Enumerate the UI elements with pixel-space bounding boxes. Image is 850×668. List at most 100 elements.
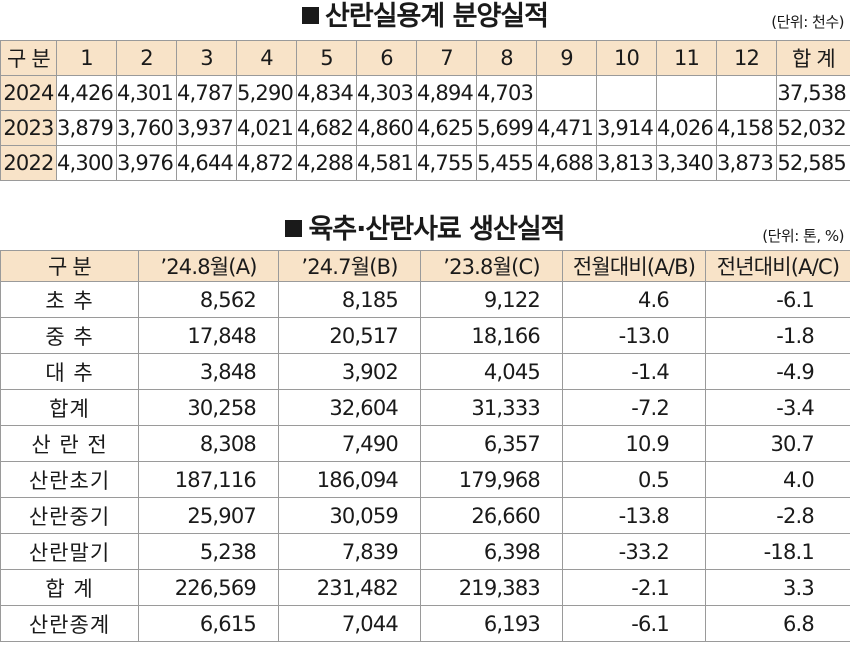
table2-cell: 25,907: [138, 497, 279, 534]
table1-cell: 4,860: [356, 110, 417, 146]
table1-cell: 4,288: [296, 145, 357, 181]
table1-cell: 5,290: [236, 75, 297, 111]
table-row: 합계 30,258 32,604 31,333 -7.2 -3.4: [0, 389, 850, 426]
table2-cell: 226,569: [138, 569, 279, 606]
table2-cell: 8,185: [278, 281, 421, 318]
table1-cell: [536, 75, 597, 111]
table2-cell: 10.9: [562, 425, 706, 462]
table2-cell: 7,044: [278, 605, 421, 642]
table2-cell: 3,848: [138, 353, 279, 390]
table2-cell: 20,517: [278, 317, 421, 354]
distribution-table: 구 분 1 2 3 4 5 6 7 8 9 10 11 12 합 계 2024 4,426 4,301 4,787…: [0, 40, 850, 181]
table2-cell: -6.1: [562, 605, 706, 642]
table1-cell: 3,879: [56, 110, 117, 146]
table2-cell: 187,116: [138, 461, 279, 498]
table-row: 중 추 17,848 20,517 18,166 -13.0 -1.8: [0, 317, 850, 354]
table1-cell: 3,914: [596, 110, 657, 146]
table1-header-cell: 4: [236, 40, 297, 76]
table2-cell: -13.0: [562, 317, 706, 354]
table1-header-cell: 2: [116, 40, 177, 76]
table2-cell: 3.3: [705, 569, 850, 606]
table1-cell: 4,300: [56, 145, 117, 181]
table2-cell: -6.1: [705, 281, 850, 318]
table2-cell: 9,122: [420, 281, 563, 318]
table-row: 2022 4,300 3,976 4,644 4,872 4,288 4,581 4,755 5…: [0, 145, 850, 181]
table-row: 산 란 전 8,308 7,490 6,357 10.9 30.7: [0, 425, 850, 462]
table2-cell: -1.8: [705, 317, 850, 354]
table1-header-cell: 3: [176, 40, 237, 76]
table2-cell: 26,660: [420, 497, 563, 534]
table1-cell: 4,158: [716, 110, 777, 146]
table1-header-cell: 9: [536, 40, 597, 76]
table1-cell: 4,301: [116, 75, 177, 111]
table2-cell: 8,562: [138, 281, 279, 318]
table2-title-text: 육추·산란사료 생산실적: [308, 214, 565, 245]
table2-cell: 6,615: [138, 605, 279, 642]
table2-cell: 7,839: [278, 533, 421, 570]
table2-cell: 30,059: [278, 497, 421, 534]
table1-cell: [656, 75, 717, 111]
table2-cell: 31,333: [420, 389, 563, 426]
table1-header-cell: 12: [716, 40, 777, 76]
table2-row-label: 산 란 전: [0, 425, 139, 462]
table2-header-cell: ’23.8월(C): [420, 250, 563, 282]
table1-header-cell: 7: [416, 40, 477, 76]
table2-header-cell: 전월대비(A/B): [562, 250, 706, 282]
table2-cell: 6,193: [420, 605, 563, 642]
table2-cell: -2.8: [705, 497, 850, 534]
table2-cell: -3.4: [705, 389, 850, 426]
table1-cell: 3,813: [596, 145, 657, 181]
table2-cell: 186,094: [278, 461, 421, 498]
table2-cell: -18.1: [705, 533, 850, 570]
table1-cell: 4,581: [356, 145, 417, 181]
table1-cell: 4,021: [236, 110, 297, 146]
table2-header-cell: ’24.7월(B): [278, 250, 421, 282]
table2-header-cell: 구 분: [0, 250, 139, 282]
table1-cell: 52,585: [776, 145, 850, 181]
table1-cell: 4,894: [416, 75, 477, 111]
table2-row-label: 산란초기: [0, 461, 139, 498]
table2-cell: 179,968: [420, 461, 563, 498]
table2-cell: 32,604: [278, 389, 421, 426]
table1-cell: 5,455: [476, 145, 537, 181]
table-row: 산란말기 5,238 7,839 6,398 -33.2 -18.1: [0, 533, 850, 570]
table-row: 2024 4,426 4,301 4,787 5,290 4,834 4,303 4,894 4…: [0, 75, 850, 111]
table1-cell: 3,760: [116, 110, 177, 146]
table2-cell: 4.6: [562, 281, 706, 318]
table1-header-cell: 구 분: [0, 40, 57, 76]
table1-cell: 52,032: [776, 110, 850, 146]
table1-row-label: 2023: [0, 110, 57, 146]
table2-cell: -7.2: [562, 389, 706, 426]
table2-cell: 231,482: [278, 569, 421, 606]
table1-cell: 4,787: [176, 75, 237, 111]
table1-cell: 4,426: [56, 75, 117, 111]
table1-cell: 3,976: [116, 145, 177, 181]
table1-cell: 4,026: [656, 110, 717, 146]
table2-title: 육추·산란사료 생산실적: [0, 213, 850, 247]
table2-cell: -13.8: [562, 497, 706, 534]
square-bullet-icon: [285, 220, 303, 237]
table1-cell: 3,873: [716, 145, 777, 181]
table-row: 산란초기 187,116 186,094 179,968 0.5 4.0: [0, 461, 850, 498]
table1-cell: 4,755: [416, 145, 477, 181]
table2-cell: 4.0: [705, 461, 850, 498]
table2-header-cell: 전년대비(A/C): [705, 250, 850, 282]
table1-cell: 37,538: [776, 75, 850, 111]
table-row: 대 추 3,848 3,902 4,045 -1.4 -4.9: [0, 353, 850, 390]
table2-cell: 4,045: [420, 353, 563, 390]
table2-cell: 8,308: [138, 425, 279, 462]
table1-cell: 4,471: [536, 110, 597, 146]
table1-header-row: 구 분 1 2 3 4 5 6 7 8 9 10 11 12 합 계: [0, 40, 850, 76]
table1-cell: 4,303: [356, 75, 417, 111]
table1-unit: (단위: 천수): [771, 13, 844, 31]
table1-title: 산란실용계 분양실적: [0, 0, 850, 34]
table1-header-cell: 5: [296, 40, 357, 76]
square-bullet-icon: [302, 7, 320, 24]
table2-cell: 0.5: [562, 461, 706, 498]
table-row: 2023 3,879 3,760 3,937 4,021 4,682 4,860 4,625 5…: [0, 110, 850, 146]
table1-cell: [596, 75, 657, 111]
table1-cell: 3,340: [656, 145, 717, 181]
feed-production-table: 구 분 ’24.8월(A) ’24.7월(B) ’23.8월(C) 전월대비(A/B) 전…: [0, 250, 850, 642]
table1-header-cell: 10: [596, 40, 657, 76]
table1-cell: 5,699: [476, 110, 537, 146]
